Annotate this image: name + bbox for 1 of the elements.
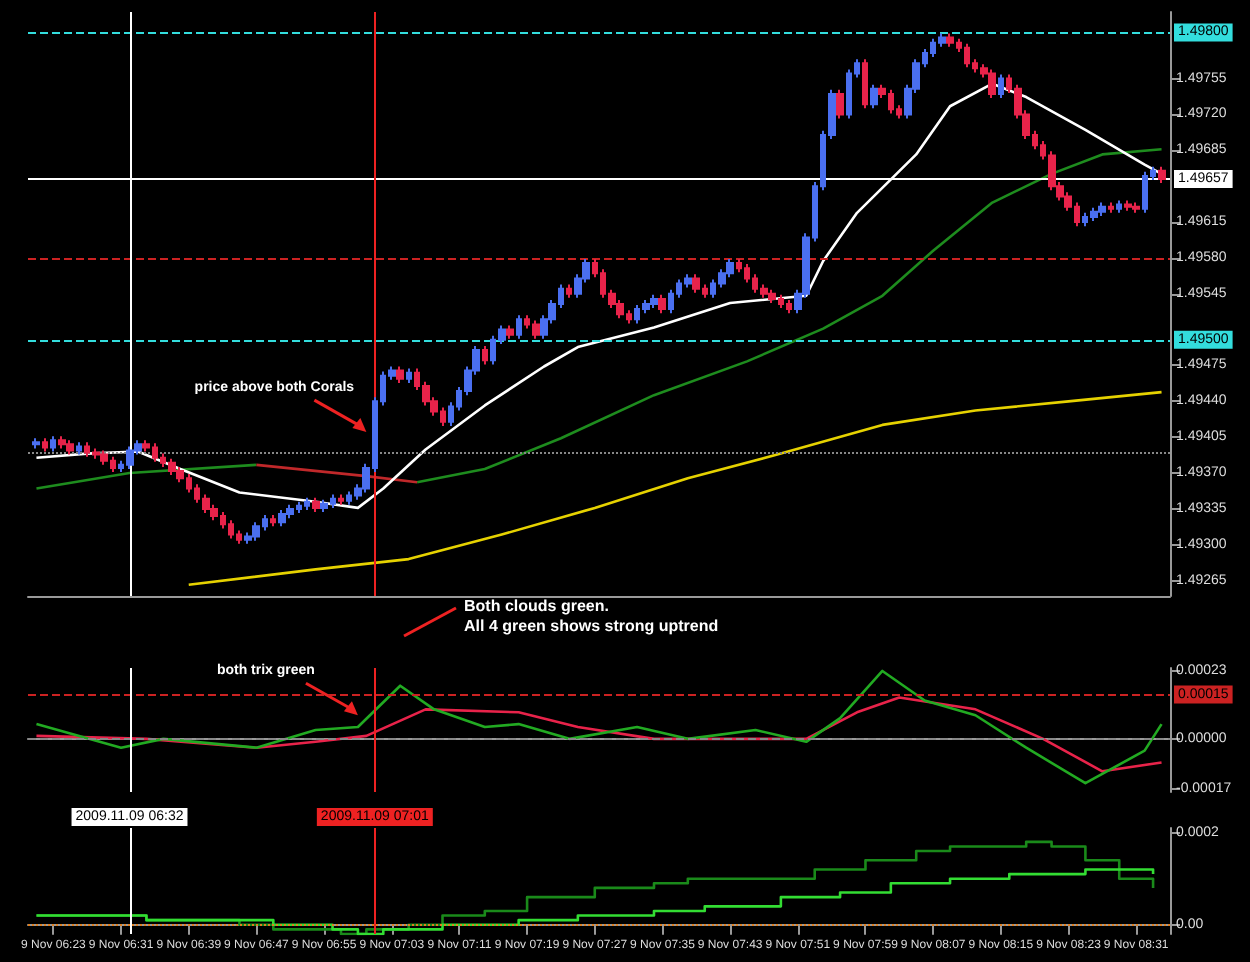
text: Both clouds green. All 4 green shows strong uptrend [464,597,719,635]
